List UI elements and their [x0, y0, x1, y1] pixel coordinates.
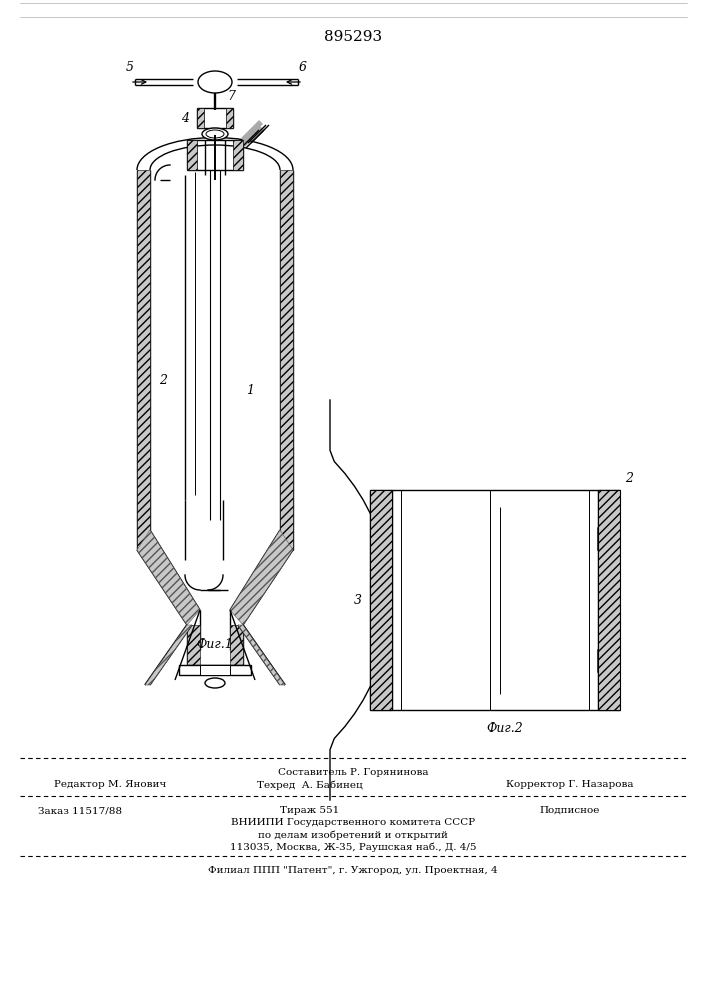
Bar	[370, 490, 392, 710]
Text: 7: 7	[227, 90, 235, 103]
Text: Заказ 11517/88: Заказ 11517/88	[38, 806, 122, 815]
Text: 113035, Москва, Ж-35, Раушская наб., Д. 4/5: 113035, Москва, Ж-35, Раушская наб., Д. …	[230, 842, 477, 852]
Text: 6: 6	[299, 61, 307, 74]
Text: Тираж 551: Тираж 551	[281, 806, 339, 815]
Bar	[233, 140, 243, 170]
Bar	[137, 170, 150, 550]
Bar	[230, 625, 243, 665]
Polygon shape	[137, 530, 200, 625]
Polygon shape	[230, 530, 293, 625]
Text: 2: 2	[159, 373, 167, 386]
Polygon shape	[238, 625, 285, 685]
Text: 5: 5	[126, 61, 134, 74]
Text: 4: 4	[181, 111, 189, 124]
Polygon shape	[145, 625, 192, 685]
Ellipse shape	[206, 130, 224, 138]
Text: Корректор Г. Назарова: Корректор Г. Назарова	[506, 780, 633, 789]
Bar	[226, 108, 233, 128]
Bar	[200, 665, 230, 675]
Text: ВНИИПИ Государственного комитета СССР: ВНИИПИ Государственного комитета СССР	[231, 818, 475, 827]
Bar	[179, 665, 251, 675]
Ellipse shape	[202, 128, 228, 140]
Text: Филиал ППП "Патент", г. Ужгород, ул. Проектная, 4: Филиал ППП "Патент", г. Ужгород, ул. Про…	[208, 866, 498, 875]
Bar	[280, 170, 293, 550]
Ellipse shape	[205, 678, 225, 688]
Text: Техред  А. Бабинец: Техред А. Бабинец	[257, 780, 363, 790]
Text: по делам изобретений и открытий: по делам изобретений и открытий	[258, 830, 448, 840]
Bar	[598, 490, 620, 710]
Text: Фиг.2: Фиг.2	[486, 722, 523, 734]
Text: Фиг.1: Фиг.1	[197, 639, 233, 652]
Text: 3: 3	[354, 593, 362, 606]
Bar	[197, 108, 204, 128]
Ellipse shape	[198, 71, 232, 93]
Text: Подписное: Подписное	[540, 806, 600, 815]
Bar	[187, 140, 197, 170]
Text: Редактор М. Янович: Редактор М. Янович	[54, 780, 166, 789]
Text: 895293: 895293	[324, 30, 382, 44]
Text: 2: 2	[625, 472, 633, 485]
Text: Составитель Р. Горянинова: Составитель Р. Горянинова	[278, 768, 428, 777]
Text: 1: 1	[246, 383, 254, 396]
Bar	[187, 625, 200, 665]
